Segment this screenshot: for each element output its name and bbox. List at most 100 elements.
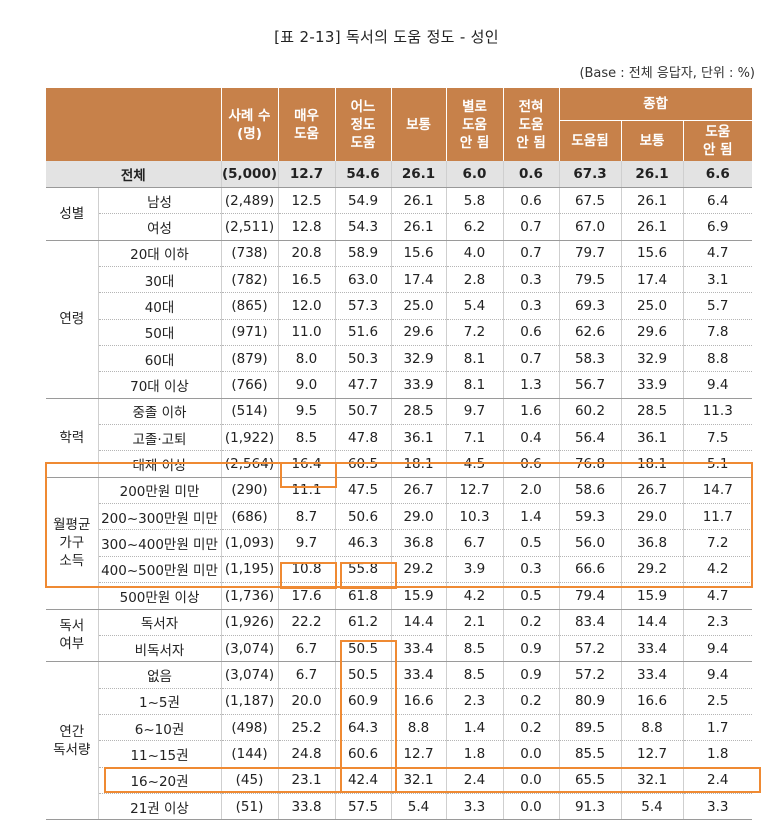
table-cell: 6.4 (683, 187, 753, 215)
table-cell: 91.3 (559, 793, 622, 820)
group-label: 연령 (46, 240, 99, 399)
table-cell: 7.5 (683, 424, 753, 452)
table-cell: 58.9 (335, 240, 392, 268)
data-table: 사례 수 (명) 매우 도움 어느 정도 도움 보통 별로 도움 안 됨 전혀 도움 안 됨 종… (46, 88, 753, 820)
table-cell: 47.8 (335, 424, 392, 452)
table-cell: (865) (221, 292, 279, 320)
table-cell: 16.5 (278, 266, 336, 294)
table-row: 40대 (865) 12.0 57.3 25.0 5.4 0.3 69.3 25.0 5.7 (46, 292, 753, 320)
row-label: 대재 이상 (98, 450, 222, 478)
table-cell: 76.8 (559, 450, 622, 478)
table-row: 70대 이상 (766) 9.0 47.7 33.9 8.1 1.3 56.7 33.9 9.4 (46, 371, 753, 399)
table-cell: 36.8 (391, 529, 447, 557)
table-cell: 29.6 (391, 319, 447, 347)
table-cell: 8.1 (446, 371, 504, 399)
table-cell: (498) (221, 714, 279, 742)
table-cell: 9.4 (683, 371, 753, 399)
table-row: 11~15권 (144) 24.8 60.6 12.7 1.8 0.0 85.5 12.7 1.8 (46, 740, 753, 768)
header-very-helpful: 매우 도움 (278, 88, 336, 161)
table-cell: 6.7 (278, 635, 336, 663)
total-cell: 6.0 (446, 161, 504, 188)
table-cell: 16.6 (391, 688, 447, 715)
total-cell: 67.3 (559, 161, 622, 188)
table-cell: 9.7 (278, 529, 336, 557)
table-cell: 36.1 (391, 424, 447, 452)
table-cell: 54.9 (335, 187, 392, 215)
row-label: 200만원 미만 (98, 477, 222, 505)
row-label: 1~5권 (98, 688, 222, 715)
table-cell: (1,922) (221, 424, 279, 452)
table-cell: 29.0 (621, 503, 684, 531)
table-cell: 1.3 (503, 371, 560, 399)
row-label: 없음 (98, 661, 222, 689)
table-cell: 8.8 (683, 345, 753, 373)
table-cell: 0.6 (503, 187, 560, 215)
table-cell: (2,511) (221, 213, 279, 241)
table-cell: 0.7 (503, 240, 560, 268)
table-cell: 8.8 (391, 714, 447, 742)
table-cell: 14.7 (683, 477, 753, 505)
table-cell: 3.3 (446, 793, 504, 820)
table-cell: 33.4 (391, 661, 447, 689)
table-cell: 50.6 (335, 503, 392, 531)
row-label: 남성 (98, 187, 222, 215)
header-sum-helpful: 도움됨 (559, 120, 622, 161)
table-cell: 8.5 (446, 635, 504, 663)
row-label: 40대 (98, 292, 222, 320)
table-title: [표 2-13] 독서의 도움 정도 - 성인 (274, 28, 499, 46)
table-cell: 66.6 (559, 556, 622, 584)
header-summary: 종합 (559, 88, 753, 121)
table-cell: 7.2 (446, 319, 504, 347)
row-label: 16~20권 (98, 767, 222, 794)
table-row: 60대 (879) 8.0 50.3 32.9 8.1 0.7 58.3 32.9 8.8 (46, 345, 753, 373)
table-row: 고졸·고퇴 (1,922) 8.5 47.8 36.1 7.1 0.4 56.4 36.1 7.5 (46, 424, 753, 452)
table-cell: 50.5 (335, 661, 392, 689)
table-cell: 54.3 (335, 213, 392, 241)
table-cell: 3.1 (683, 266, 753, 294)
table-cell: 9.0 (278, 371, 336, 399)
table-cell: 2.1 (446, 609, 504, 636)
table-cell: 2.4 (683, 767, 753, 794)
table-cell: (3,074) (221, 635, 279, 663)
row-label: 20대 이하 (98, 240, 222, 268)
table-cell: (144) (221, 740, 279, 768)
table-cell: 2.3 (683, 609, 753, 636)
table-cell: 60.9 (335, 688, 392, 715)
group-label: 연간 독서량 (46, 661, 99, 820)
table-cell: 83.4 (559, 609, 622, 636)
table-row: 6~10권 (498) 25.2 64.3 8.8 1.4 0.2 89.5 8.8 1.7 (46, 714, 753, 742)
table-cell: 63.0 (335, 266, 392, 294)
table-cell: 9.4 (683, 635, 753, 663)
table-cell: 26.7 (621, 477, 684, 505)
table-cell: 32.1 (391, 767, 447, 794)
table-cell: 0.5 (503, 582, 560, 610)
table-cell: 23.1 (278, 767, 336, 794)
total-label: 전체 (46, 161, 222, 188)
table-cell: (45) (221, 767, 279, 794)
table-cell: 8.5 (278, 424, 336, 452)
table-cell: 25.0 (621, 292, 684, 320)
table-cell: 2.8 (446, 266, 504, 294)
header-not-at-all: 전혀 도움 안 됨 (503, 88, 560, 161)
table-cell: 14.4 (391, 609, 447, 636)
table-cell: 56.4 (559, 424, 622, 452)
row-label: 500만원 이상 (98, 582, 222, 610)
table-cell: 25.2 (278, 714, 336, 742)
table-cell: 17.6 (278, 582, 336, 610)
total-cell: 26.1 (621, 161, 684, 188)
table-cell: 4.7 (683, 582, 753, 610)
table-cell: 59.3 (559, 503, 622, 531)
header-sum-neutral: 보통 (621, 120, 684, 161)
table-cell: 12.5 (278, 187, 336, 215)
table-cell: 1.4 (446, 714, 504, 742)
table-cell: 29.2 (391, 556, 447, 584)
table-row: 학력 중졸 이하 (514) 9.5 50.7 28.5 9.7 1.6 60.2 28.5 11.… (46, 398, 753, 478)
table-cell: 0.3 (503, 292, 560, 320)
table-cell: 0.9 (503, 661, 560, 689)
table-cell: 8.1 (446, 345, 504, 373)
table-cell: 0.4 (503, 424, 560, 452)
table-cell: 0.9 (503, 635, 560, 663)
table-cell: 5.4 (446, 292, 504, 320)
table-cell: 7.2 (683, 529, 753, 557)
table-cell: 0.2 (503, 688, 560, 715)
